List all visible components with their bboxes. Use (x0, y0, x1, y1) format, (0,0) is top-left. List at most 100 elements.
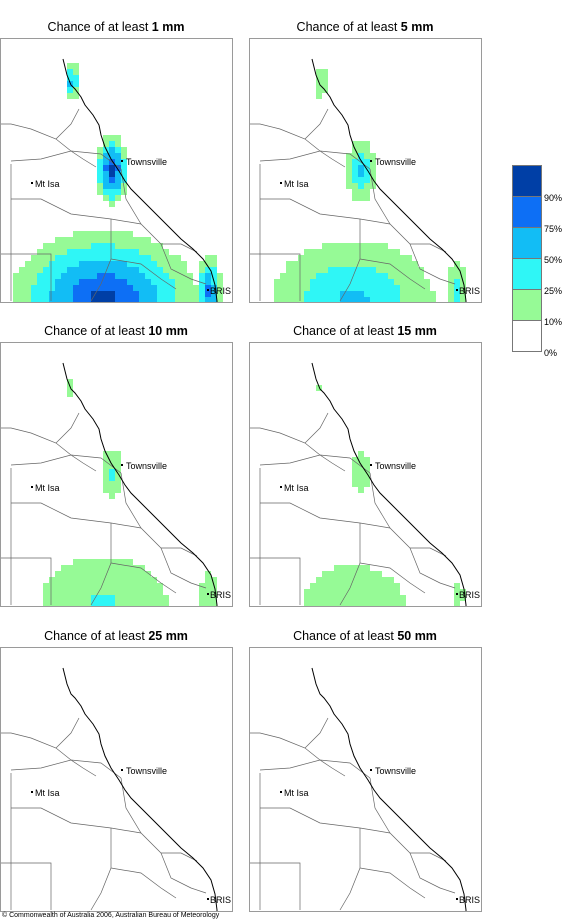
rain-probability-cell (316, 577, 322, 583)
rain-probability-cell (328, 255, 334, 261)
region-border (409, 243, 456, 285)
region-border (250, 557, 301, 605)
region-border (259, 454, 371, 474)
title-amount: 25 mm (148, 629, 188, 643)
rain-probability-cell (199, 279, 205, 285)
rain-probability-cell (316, 291, 322, 297)
region-border (110, 867, 177, 899)
rain-probability-cell (61, 595, 67, 601)
rain-probability-cell (145, 291, 151, 297)
rain-probability-cell (340, 583, 346, 589)
rain-probability-cell (334, 279, 340, 285)
rain-probability-cell (364, 279, 370, 285)
rain-probability-cell (25, 285, 31, 291)
place-label-townsville: Townsville (375, 157, 417, 167)
rain-probability-cell (49, 583, 55, 589)
rain-probability-cell (127, 261, 133, 267)
rain-probability-cell (175, 297, 181, 302)
region-border (304, 412, 329, 444)
rain-probability-cell (448, 279, 454, 285)
rain-probability-cell (85, 577, 91, 583)
rain-probability-cell (127, 249, 133, 255)
rain-probability-cell (352, 183, 358, 189)
rain-probability-cell (139, 255, 145, 261)
region-border (160, 852, 207, 894)
rain-probability-cell (67, 63, 73, 69)
rain-probability-cell (115, 237, 121, 243)
rain-probability-cell (37, 249, 43, 255)
rain-probability-cell (175, 267, 181, 273)
rain-probability-cell (139, 595, 145, 601)
rain-probability-cell (400, 255, 406, 261)
map-canvas (1, 667, 218, 911)
rain-probability-cell (115, 583, 121, 589)
rain-probability-cell (328, 583, 334, 589)
rain-probability-cell (346, 249, 352, 255)
rain-probability-cell (109, 177, 115, 183)
rain-probability-cell (79, 559, 85, 565)
rain-probability-cell (55, 237, 61, 243)
rain-probability-cell (448, 267, 454, 273)
rain-probability-cell (298, 291, 304, 297)
rain-probability-cell (109, 595, 115, 601)
rain-probability-cell (394, 601, 400, 606)
rain-probability-cell (103, 475, 109, 481)
rain-probability-cell (205, 279, 211, 285)
rain-probability-cell (346, 183, 352, 189)
title-prefix: Chance of at least (293, 324, 398, 338)
rain-probability-cell (211, 601, 217, 606)
place-marker (121, 160, 123, 162)
rain-probability-cell (97, 261, 103, 267)
rain-probability-cell (175, 279, 181, 285)
rain-probability-cell (133, 565, 139, 571)
rain-probability-cell (97, 237, 103, 243)
rain-probability-cell (79, 279, 85, 285)
rain-probability-cell (298, 297, 304, 302)
rain-probability-cell (400, 261, 406, 267)
rain-map: Townsville Mt Isa BRIS (0, 38, 233, 303)
region-border (120, 168, 142, 225)
copyright-credit: © Commonwealth of Australia 2006, Austra… (2, 912, 220, 919)
rain-probability-cell (394, 285, 400, 291)
place-marker (121, 464, 123, 466)
rain-probability-cell (121, 285, 127, 291)
rain-probability-cell (322, 75, 328, 81)
rain-probability-cell (91, 559, 97, 565)
place-marker (280, 182, 282, 184)
rain-probability-cell (364, 267, 370, 273)
rain-probability-cell (334, 595, 340, 601)
rain-probability-cell (286, 297, 292, 302)
rain-probability-cell (55, 249, 61, 255)
rain-probability-cell (31, 279, 37, 285)
rain-probability-cell (376, 249, 382, 255)
rain-probability-cell (67, 237, 73, 243)
rain-probability-cell (382, 583, 388, 589)
rain-probability-cell (49, 249, 55, 255)
rain-probability-cell (85, 291, 91, 297)
rain-probability-cell (91, 261, 97, 267)
place-marker (207, 898, 209, 900)
rain-probability-cell (448, 273, 454, 279)
rain-probability-cell (370, 589, 376, 595)
rain-probability-cell (127, 565, 133, 571)
rain-probability-cell (73, 93, 79, 99)
rain-probability-cell (43, 273, 49, 279)
rain-probability-cell (79, 583, 85, 589)
rain-probability-cell (55, 297, 61, 302)
rain-probability-cell (103, 249, 109, 255)
rain-probability-cell (376, 297, 382, 302)
rain-probability-cell (298, 279, 304, 285)
rain-probability-cell (460, 285, 466, 291)
place-label-brisbane: BRIS (210, 895, 232, 905)
rain-probability-cell (133, 583, 139, 589)
region-border (55, 412, 80, 444)
rain-probability-cell (97, 595, 103, 601)
rain-probability-cell (145, 571, 151, 577)
rain-probability-cell (406, 279, 412, 285)
rain-probability-cell (121, 159, 127, 165)
rain-probability-cell (358, 595, 364, 601)
rain-probability-cell (73, 69, 79, 75)
region-border (304, 717, 329, 749)
rain-probability-cell (157, 273, 163, 279)
rain-probability-cell (358, 291, 364, 297)
